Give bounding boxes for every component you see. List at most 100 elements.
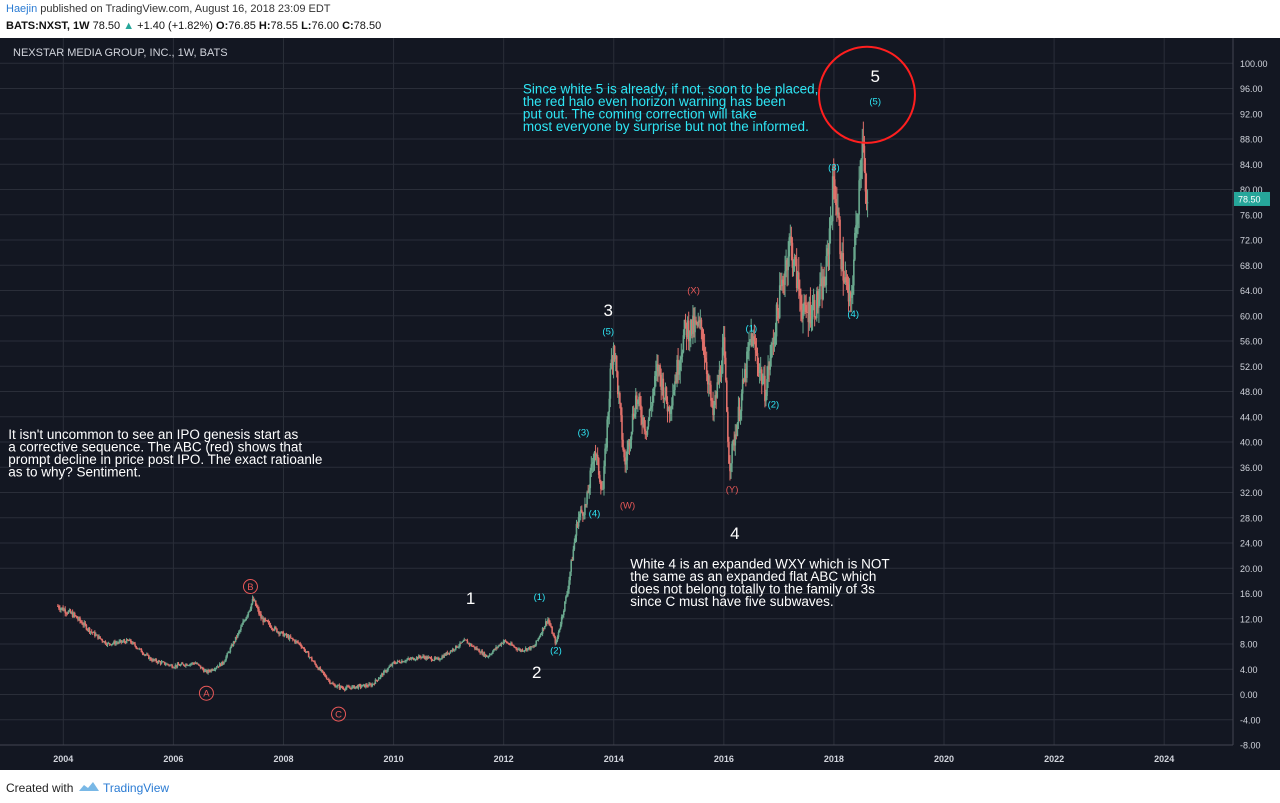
candle-body xyxy=(176,663,179,667)
candle-body xyxy=(102,641,105,643)
tradingview-logo-icon[interactable] xyxy=(78,780,100,794)
x-tick-label: 2020 xyxy=(934,754,954,764)
candle-body xyxy=(680,356,683,360)
candle-body xyxy=(561,614,564,617)
candle-body xyxy=(811,306,814,320)
candle-body xyxy=(732,439,734,444)
candle-body xyxy=(753,336,756,342)
candle-body xyxy=(105,644,108,646)
candle-body xyxy=(819,284,821,300)
candle-body xyxy=(853,259,855,286)
candle-body xyxy=(250,603,253,609)
candle-body xyxy=(625,460,628,465)
candle-body xyxy=(701,328,704,342)
candle-body xyxy=(444,654,447,656)
candle-body xyxy=(462,641,465,642)
candle-body xyxy=(85,624,88,630)
candle-body xyxy=(855,225,857,233)
wave-label: (3) xyxy=(578,428,590,439)
candle-body xyxy=(252,598,255,601)
candle-body xyxy=(788,237,791,257)
candle-body xyxy=(66,613,69,615)
candle-body xyxy=(672,395,674,406)
candle-body xyxy=(456,645,458,648)
candle-body xyxy=(487,656,490,657)
candle-body xyxy=(228,652,231,653)
candle-body xyxy=(383,671,385,676)
price-chart[interactable]: 1 2 3 4 5 (1) (2) (3) (4) (5) (1) (2) (3) (4) (5) (W) (X… xyxy=(0,38,1280,770)
candle-body xyxy=(388,666,390,669)
candle-body xyxy=(124,641,127,644)
candle-body xyxy=(367,686,369,687)
annotation-line: prompt decline in price post IPO. The ex… xyxy=(8,452,322,467)
candle-body xyxy=(849,292,852,298)
candle-body xyxy=(555,640,558,644)
candle-body xyxy=(756,353,759,365)
candle-body xyxy=(132,642,134,645)
y-tick-label: -4.00 xyxy=(1240,715,1261,725)
candle-body xyxy=(457,647,459,648)
candle-body xyxy=(417,655,420,659)
candle-body xyxy=(302,647,305,649)
candle-body xyxy=(133,642,135,644)
chart-area[interactable]: 1 2 3 4 5 (1) (2) (3) (4) (5) (1) (2) (3) (4) (5) (W) (X… xyxy=(0,38,1280,770)
candle-body xyxy=(68,609,71,612)
candle-body xyxy=(136,648,138,649)
candle-body xyxy=(597,458,600,475)
candle-body xyxy=(61,607,63,609)
candle-body xyxy=(772,343,775,345)
x-tick-label: 2008 xyxy=(273,754,293,764)
candle-body xyxy=(726,380,728,412)
candle-body xyxy=(845,277,848,283)
candle-body xyxy=(62,607,64,611)
candle-body xyxy=(254,600,257,606)
tradingview-link[interactable]: TradingView xyxy=(103,781,170,795)
candle-body xyxy=(235,636,238,638)
candle-body xyxy=(143,654,146,656)
candle-body xyxy=(387,668,389,671)
candle-body xyxy=(225,656,227,661)
candle-body xyxy=(177,663,180,666)
candle-body xyxy=(389,665,391,667)
y-tick-label: 56.00 xyxy=(1240,337,1263,347)
candle-body xyxy=(229,647,232,653)
candle-body xyxy=(424,657,426,660)
candle-body xyxy=(343,689,346,691)
candle-body xyxy=(485,654,488,657)
candle-body xyxy=(319,667,322,671)
candle-body xyxy=(589,470,592,489)
candle-body xyxy=(261,618,263,619)
candle-body xyxy=(174,665,177,668)
candle-body xyxy=(782,279,784,284)
author-link[interactable]: Haejin xyxy=(6,3,38,15)
candle-body xyxy=(287,635,290,640)
candle-body xyxy=(649,407,652,410)
candle-body xyxy=(616,371,619,395)
candle-body xyxy=(209,671,212,672)
candle-body xyxy=(815,291,818,319)
candle-body xyxy=(187,665,189,667)
candle-body xyxy=(72,613,75,618)
wave-label: (4) xyxy=(589,508,601,519)
candle-body xyxy=(284,633,287,635)
candle-body xyxy=(615,356,618,372)
candle-body xyxy=(83,622,86,626)
annotation-line: the red halo even horizon warning has be… xyxy=(523,94,786,109)
candle-body xyxy=(765,395,767,402)
candle-body xyxy=(795,258,798,289)
candle-body xyxy=(866,202,869,204)
candle-body xyxy=(771,343,774,345)
candle-body xyxy=(376,680,379,682)
candle-body xyxy=(489,654,492,655)
candle-body xyxy=(313,661,315,663)
candle-body xyxy=(738,406,741,420)
y-tick-label: -8.00 xyxy=(1240,741,1261,751)
candle-body xyxy=(353,685,355,689)
candle-body xyxy=(507,643,510,645)
candle-body xyxy=(359,684,362,688)
close-label: C: xyxy=(342,20,354,32)
candle-body xyxy=(162,661,165,663)
candle-body xyxy=(502,641,505,644)
candle-body xyxy=(776,304,779,311)
candle-body xyxy=(357,684,360,689)
